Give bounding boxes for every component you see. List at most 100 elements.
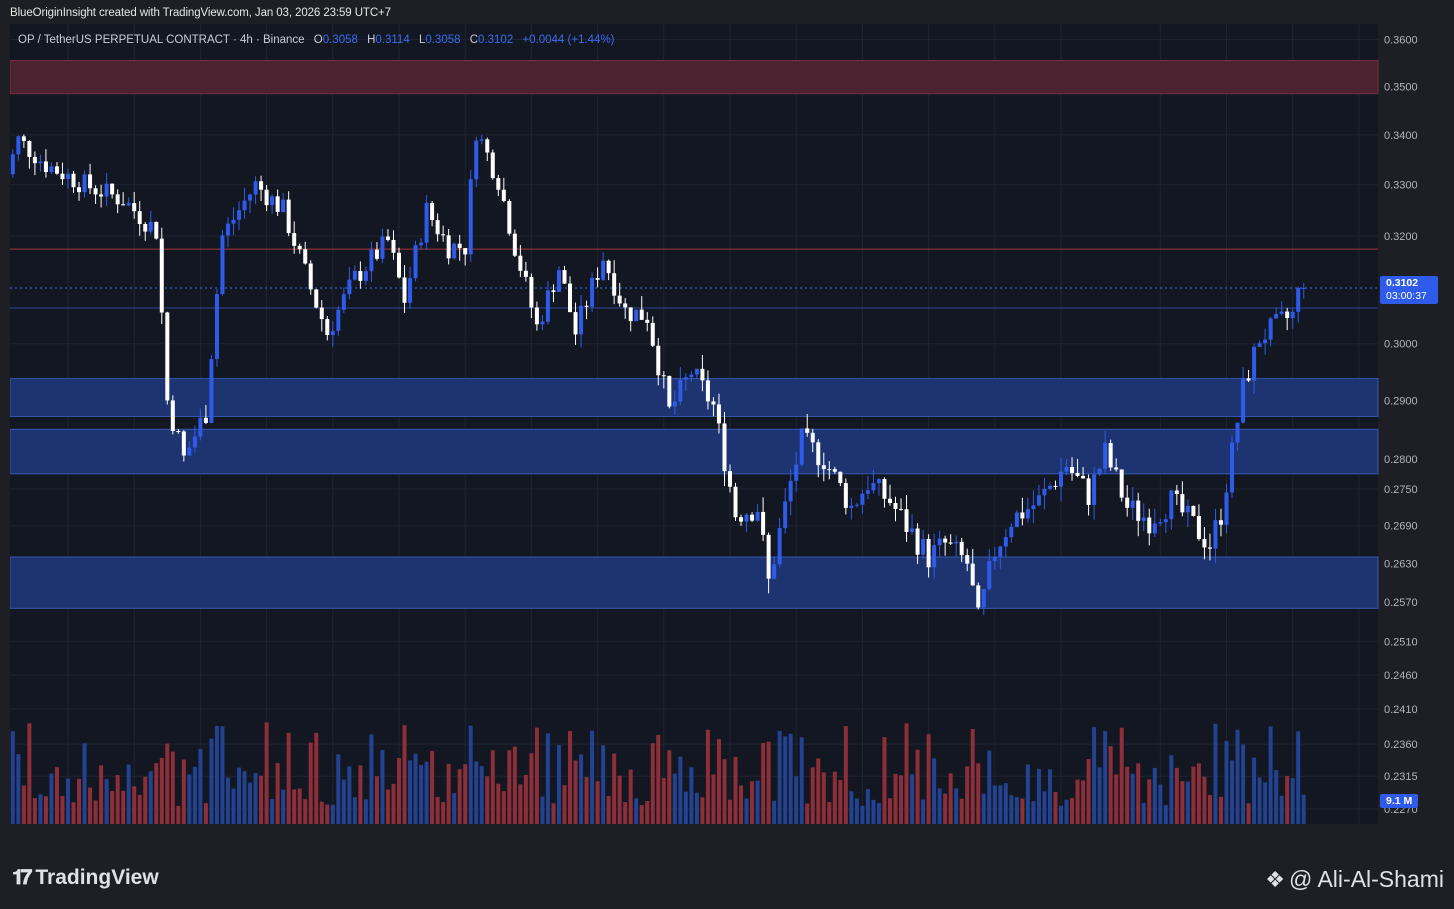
- candle-down: [292, 233, 297, 246]
- volume-bar: [1158, 784, 1163, 824]
- candle-up: [468, 179, 473, 255]
- candle-up: [214, 294, 219, 360]
- volume-bar: [584, 776, 589, 824]
- volume-bar: [551, 803, 556, 824]
- candle-up: [744, 514, 749, 522]
- volume-bar: [1285, 776, 1290, 824]
- volume-bar: [1279, 795, 1284, 824]
- volume-bar: [209, 738, 214, 824]
- candle-up: [231, 219, 236, 224]
- candle-up: [1152, 523, 1157, 534]
- candle-up: [187, 447, 192, 456]
- candle-down: [27, 140, 32, 157]
- candle-down: [959, 541, 964, 556]
- candle-up: [777, 528, 782, 565]
- volume-bar: [170, 751, 175, 824]
- volume-bar: [739, 785, 744, 824]
- volume-bar: [1230, 760, 1235, 824]
- volume-bar: [562, 785, 567, 824]
- candle-down: [1136, 500, 1141, 521]
- volume-bar: [959, 798, 964, 824]
- volume-bar: [1147, 779, 1152, 824]
- price-chart-svg[interactable]: 0.3600 0.3500 0.3400 0.3300 0.3200 0.3000 0.29…: [10, 24, 1454, 824]
- candle-up: [865, 490, 870, 494]
- candle-down: [1114, 467, 1119, 470]
- candle-down: [203, 417, 208, 423]
- volume-bar: [656, 734, 661, 824]
- volume-bar: [612, 753, 617, 824]
- volume-bar: [711, 774, 716, 824]
- volume-bar: [965, 766, 970, 824]
- volume-bar: [645, 800, 650, 824]
- y-tick-label: 0.3300: [1384, 180, 1418, 192]
- volume-bar: [783, 736, 788, 824]
- branding-bar: [0, 849, 1454, 909]
- candle-up: [998, 546, 1003, 557]
- chart-plot-area[interactable]: 0.3600 0.3500 0.3400 0.3300 0.3200 0.3000 0.29…: [10, 24, 1418, 824]
- candle-up: [369, 249, 374, 272]
- y-tick-label: 0.2315: [1384, 771, 1418, 783]
- candle-up: [1301, 287, 1306, 289]
- candle-down: [374, 249, 379, 259]
- volume-bar: [1141, 802, 1146, 824]
- volume-bar: [358, 765, 363, 824]
- candle-up: [1213, 520, 1218, 549]
- volume-bar: [159, 757, 164, 824]
- candle-up: [794, 464, 799, 481]
- volume-bar: [413, 753, 418, 824]
- volume-bar: [275, 763, 280, 824]
- candle-up: [336, 309, 341, 331]
- candle-down: [385, 236, 390, 240]
- candle-up: [678, 379, 683, 402]
- candle-down: [176, 431, 181, 433]
- candle-up: [198, 417, 203, 437]
- candle-down: [308, 263, 313, 290]
- candle-up: [66, 173, 70, 180]
- candle-down: [1119, 469, 1124, 498]
- volume-bar: [253, 773, 258, 824]
- candle-down: [645, 319, 650, 323]
- candle-up: [413, 245, 418, 279]
- candle-down: [115, 194, 120, 205]
- candle-up: [1097, 468, 1102, 475]
- volume-bar: [799, 737, 804, 824]
- volume-bar: [683, 791, 688, 824]
- candle-up: [1224, 492, 1229, 525]
- volume-bar: [93, 800, 98, 824]
- candle-up: [788, 480, 793, 502]
- volume-bar: [838, 779, 843, 824]
- candle-down: [132, 203, 137, 212]
- candle-down: [705, 380, 710, 402]
- candle-up: [248, 194, 253, 201]
- candle-down: [1125, 497, 1130, 508]
- volume-bar: [1009, 795, 1014, 824]
- candle-up: [1014, 512, 1019, 527]
- candle-down: [1191, 505, 1196, 516]
- candle-down: [154, 221, 159, 239]
- low-label: L: [418, 34, 426, 46]
- volume-bar: [121, 790, 126, 824]
- volume-bar: [308, 742, 313, 824]
- volume-bar: [143, 776, 148, 824]
- candle-down: [259, 181, 264, 190]
- candle-up: [1042, 488, 1047, 496]
- y-tick-label: 0.2750: [1384, 484, 1418, 496]
- candle-up: [408, 278, 413, 303]
- volume-bar: [397, 758, 401, 824]
- tradingview-logo[interactable]: 𝟏𝟕 TradingView: [12, 866, 159, 890]
- candle-down: [21, 136, 26, 141]
- volume-bar: [154, 763, 159, 824]
- candle-down: [821, 465, 826, 470]
- volume-bar: [248, 782, 253, 824]
- volume-bar: [970, 729, 975, 824]
- y-tick-label: 0.2630: [1384, 558, 1418, 570]
- volume-bar: [1125, 766, 1130, 824]
- candle-up: [871, 483, 876, 491]
- volume-bar: [165, 743, 170, 824]
- candle-down: [899, 508, 904, 510]
- candle-up: [1059, 471, 1063, 487]
- volume-bar: [744, 798, 749, 824]
- candle-down: [893, 503, 898, 509]
- volume-bar: [402, 725, 407, 824]
